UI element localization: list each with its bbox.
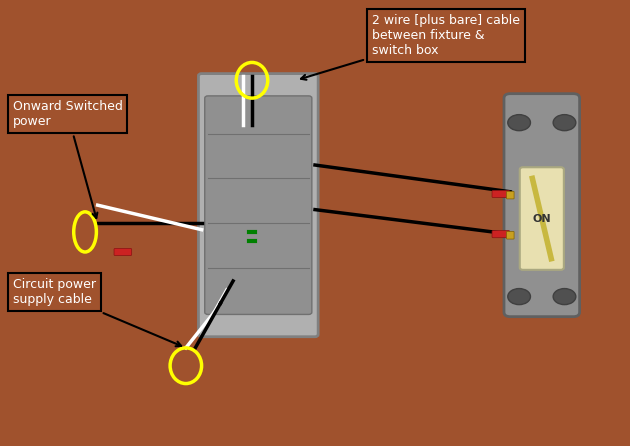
FancyBboxPatch shape xyxy=(504,94,580,317)
FancyBboxPatch shape xyxy=(520,167,564,270)
FancyBboxPatch shape xyxy=(507,231,514,239)
Circle shape xyxy=(508,289,530,305)
Circle shape xyxy=(553,289,576,305)
FancyBboxPatch shape xyxy=(492,231,510,238)
Circle shape xyxy=(553,115,576,131)
Text: Onward Switched
power: Onward Switched power xyxy=(13,100,122,218)
FancyBboxPatch shape xyxy=(114,248,132,256)
Text: 2 wire [plus bare] cable
between fixture &
switch box: 2 wire [plus bare] cable between fixture… xyxy=(301,13,520,80)
FancyBboxPatch shape xyxy=(198,74,318,337)
Text: Circuit power
supply cable: Circuit power supply cable xyxy=(13,278,181,346)
Text: ON: ON xyxy=(532,214,551,223)
FancyBboxPatch shape xyxy=(492,190,510,198)
Circle shape xyxy=(508,115,530,131)
FancyBboxPatch shape xyxy=(507,191,514,199)
FancyBboxPatch shape xyxy=(205,96,312,314)
